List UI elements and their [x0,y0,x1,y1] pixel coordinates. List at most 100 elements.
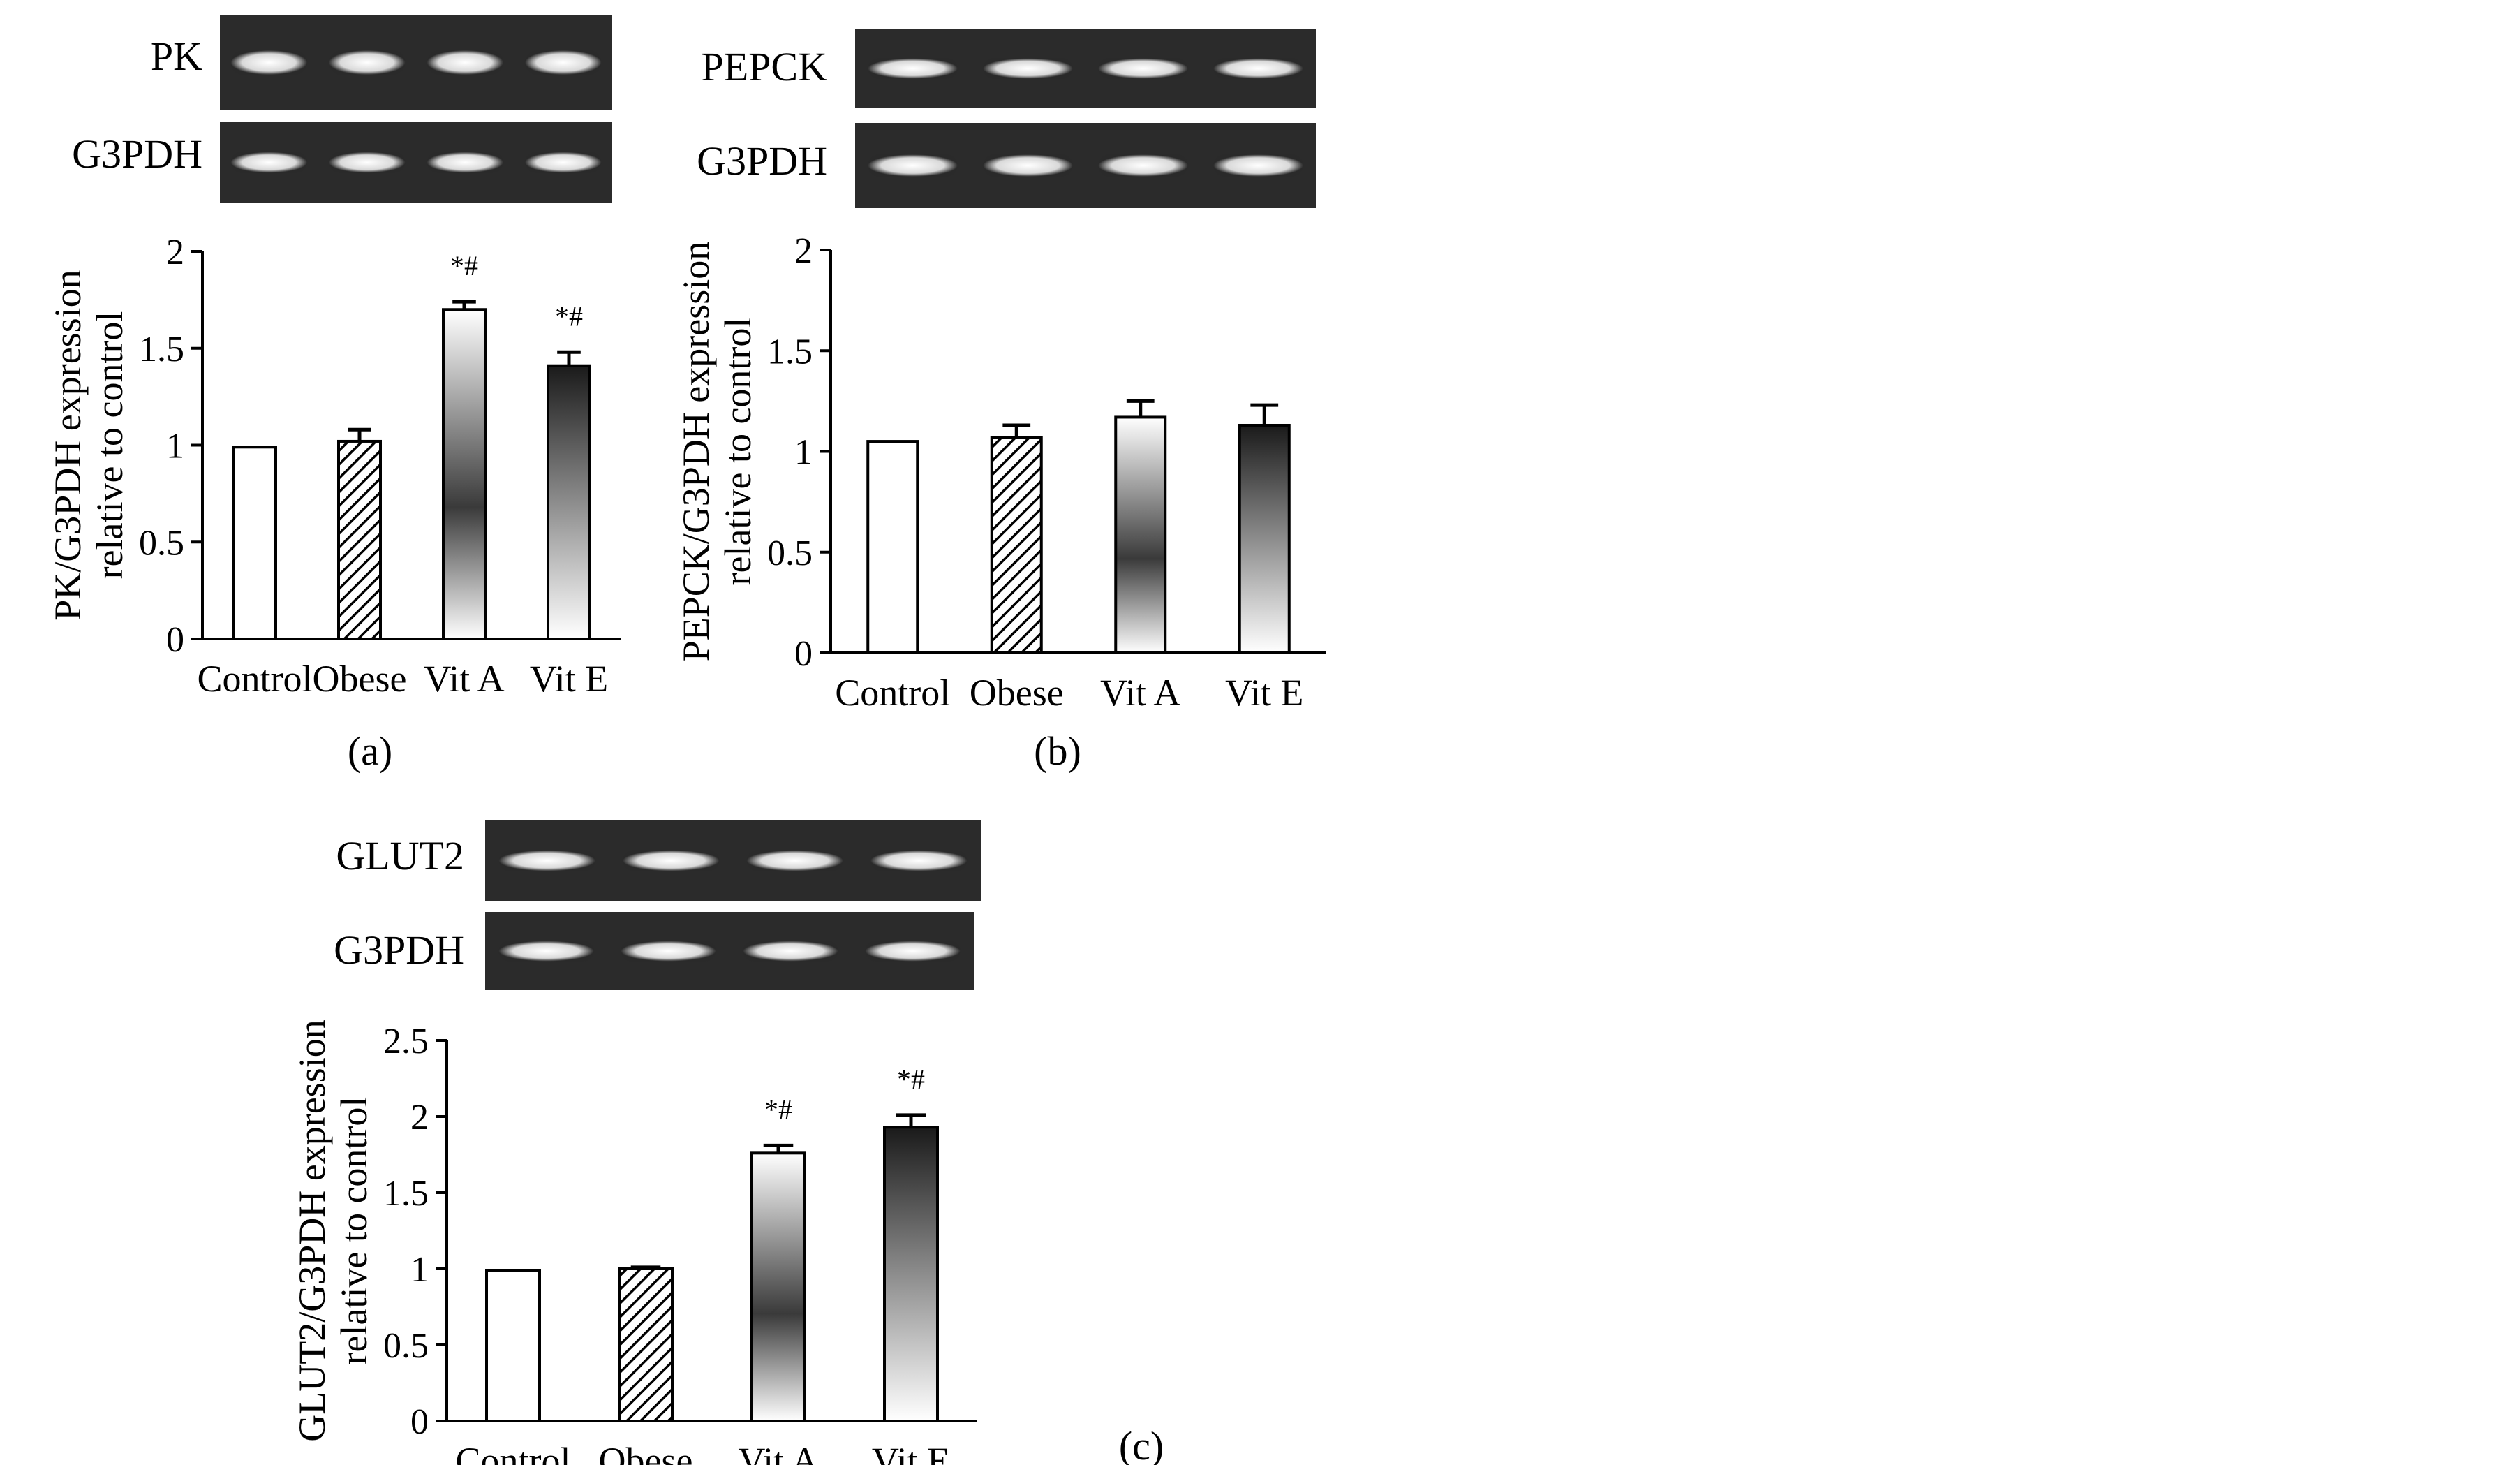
x-tick-label: Vit E [1225,672,1303,714]
y-tick-label: 1.5 [767,332,813,371]
gel-band [328,152,406,173]
gel-band [524,152,602,173]
y-tick-label: 0.5 [383,1326,429,1366]
y-axis-label: relative to control [717,318,759,586]
x-tick-label: Obese [313,658,407,700]
gel-label-g3pdh-a: G3PDH [72,131,202,177]
y-tick-label: 1 [410,1250,429,1290]
gel-band [230,152,308,173]
y-tick-label: 2 [794,231,813,271]
bar [618,1267,674,1422]
gel-band [983,58,1073,79]
gel-label-pepck: PEPCK [701,44,827,89]
panel-label-b: (b) [1034,728,1081,774]
gel-g3pdh-a-bands [230,152,602,173]
x-tick-label: Obese [970,672,1064,714]
bar [990,436,1043,654]
bar [442,308,487,640]
bar-chart-a: 0 0.5 1 1.5 2 PK/G3PDH expression relative to … [47,233,621,700]
gel-band [623,850,720,871]
gel-band [1098,154,1188,177]
y-axis-label: relative to control [89,311,131,580]
y-axis-label: GLUT2/G3PDH expression [291,1019,333,1441]
gel-band [498,850,595,871]
gel-pk: PK [151,15,612,110]
gel-glut2-bands [498,850,968,871]
bar [866,440,919,654]
y-tick-label: 1 [166,427,184,466]
panel-c: GLUT2 G3PDH 0 0.5 1 1.5 2 2.5 GLUT2/G3PDH expr… [291,820,1164,1465]
x-tick-label: Vit E [530,658,608,700]
gel-band [524,50,602,75]
gel-pepck-bands [868,58,1303,79]
y-tick-label: 0.5 [139,523,184,563]
bar-chart-c: 0 0.5 1 1.5 2 2.5 GLUT2/G3PDH expression relati… [291,1019,977,1465]
significance-label: *# [764,1094,792,1125]
x-tick-label: Vit A [424,658,504,700]
gel-band [1213,58,1303,79]
x-tick-label: Vit E [872,1440,950,1465]
gel-pepck: PEPCK [701,29,1316,108]
gel-label-g3pdh-c: G3PDH [334,927,464,973]
x-tick-label: Vit A [738,1440,818,1465]
gel-band [621,941,716,962]
gel-g3pdh-b: G3PDH [697,123,1316,208]
gel-band [746,850,843,871]
panel-label-c: (c) [1119,1423,1164,1465]
x-tick-label: Control [835,672,950,714]
gel-band [1213,154,1303,177]
y-tick-label: 0 [166,620,184,660]
y-tick-label: 0.5 [767,533,813,573]
bar-chart-b: 0 0.5 1 1.5 2 PEPCK/G3PDH expression relative … [675,231,1326,714]
bar [1114,415,1167,655]
x-tick-label: Obese [599,1440,693,1465]
gel-band [427,50,504,75]
gel-band [868,58,958,79]
y-tick-label: 0 [410,1402,429,1442]
x-tick-label: Control [197,658,312,700]
y-axis-label: relative to control [333,1097,375,1365]
gel-pk-bands [230,50,602,75]
bar [883,1126,939,1422]
panel-b: PEPCK G3PDH 0 0.5 1 1.5 2 PEPCK/G3PDH express… [675,29,1326,774]
gel-label-pk: PK [151,34,202,79]
bar [485,1269,541,1423]
x-tick-label: Vit A [1100,672,1180,714]
gel-label-glut2: GLUT2 [336,833,464,878]
significance-label: *# [555,300,583,332]
significance-label: *# [450,250,478,281]
y-axis-label: PEPCK/G3PDH expression [675,242,717,662]
bar [337,439,382,640]
gel-band [498,941,594,962]
bar [1238,423,1291,654]
y-tick-label: 1.5 [383,1174,429,1214]
gel-label-g3pdh-b: G3PDH [697,138,827,184]
gel-glut2: GLUT2 [336,820,981,901]
y-tick-label: 2 [410,1098,429,1138]
y-axis-label: PK/G3PDH expression [47,270,89,621]
significance-label: *# [897,1063,925,1095]
gel-band [865,941,961,962]
y-tick-label: 1 [794,433,813,473]
y-tick-label: 1.5 [139,330,184,369]
bar [232,446,277,641]
gel-g3pdh-b-bands [868,154,1303,177]
bar [547,364,591,640]
gel-band [743,941,838,962]
y-tick-label: 2.5 [383,1022,429,1061]
y-tick-label: 2 [166,233,184,272]
panel-a: PK G3PDH 0 0.5 1 1.5 2 PK/G3PDH expression rel… [47,15,621,774]
bar [750,1151,806,1422]
gel-band [230,50,308,75]
gel-band [328,50,406,75]
x-tick-label: Control [455,1440,570,1465]
gel-band [1098,58,1188,79]
gel-g3pdh-c: G3PDH [334,912,974,990]
gel-band [427,152,504,173]
gel-g3pdh-a: G3PDH [72,122,612,203]
gel-band [868,154,958,177]
gel-g3pdh-c-bands [498,941,961,962]
y-tick-label: 0 [794,634,813,674]
panel-label-a: (a) [348,728,392,774]
